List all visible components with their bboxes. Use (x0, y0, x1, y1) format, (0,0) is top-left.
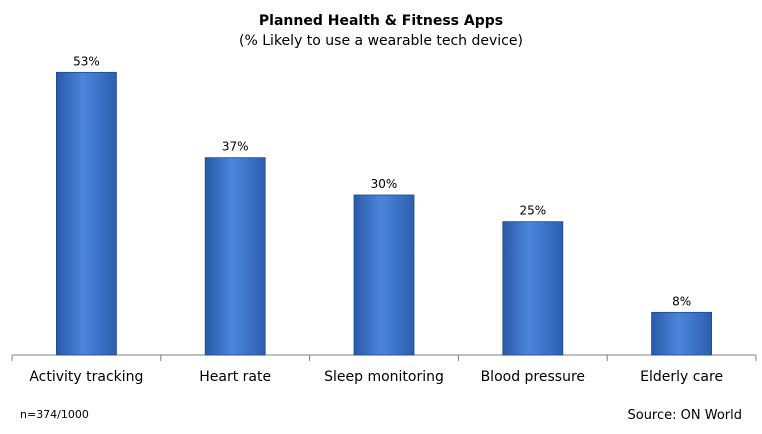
data-label: 37% (222, 140, 249, 154)
category-labels: Activity tracking Heart rate Sleep monitor… (29, 369, 723, 385)
bar-heart-rate (204, 157, 266, 356)
sample-size-note: n=374/1000 (20, 408, 89, 421)
category-label: Heart rate (199, 369, 271, 385)
bar-blood-pressure (502, 221, 564, 356)
data-label: 30% (371, 177, 398, 191)
source-note: Source: ON World (627, 408, 742, 423)
chart-title: Planned Health & Fitness Apps (259, 13, 503, 29)
data-label: 25% (519, 204, 546, 218)
category-label: Activity tracking (29, 369, 143, 385)
data-labels: 53% 37% 30% 25% 8% (73, 54, 691, 308)
bar-sleep-monitoring (353, 194, 415, 356)
category-label: Elderly care (640, 369, 723, 385)
category-label: Sleep monitoring (324, 369, 444, 385)
bar-elderly-care (651, 311, 712, 356)
chart-subtitle: (% Likely to use a wearable tech device) (239, 33, 523, 49)
x-ticks (11, 355, 757, 361)
bars (56, 71, 712, 356)
data-label: 53% (73, 54, 100, 68)
bar-activity-tracking (56, 71, 117, 356)
data-label: 8% (672, 294, 691, 308)
category-label: Blood pressure (481, 369, 585, 385)
